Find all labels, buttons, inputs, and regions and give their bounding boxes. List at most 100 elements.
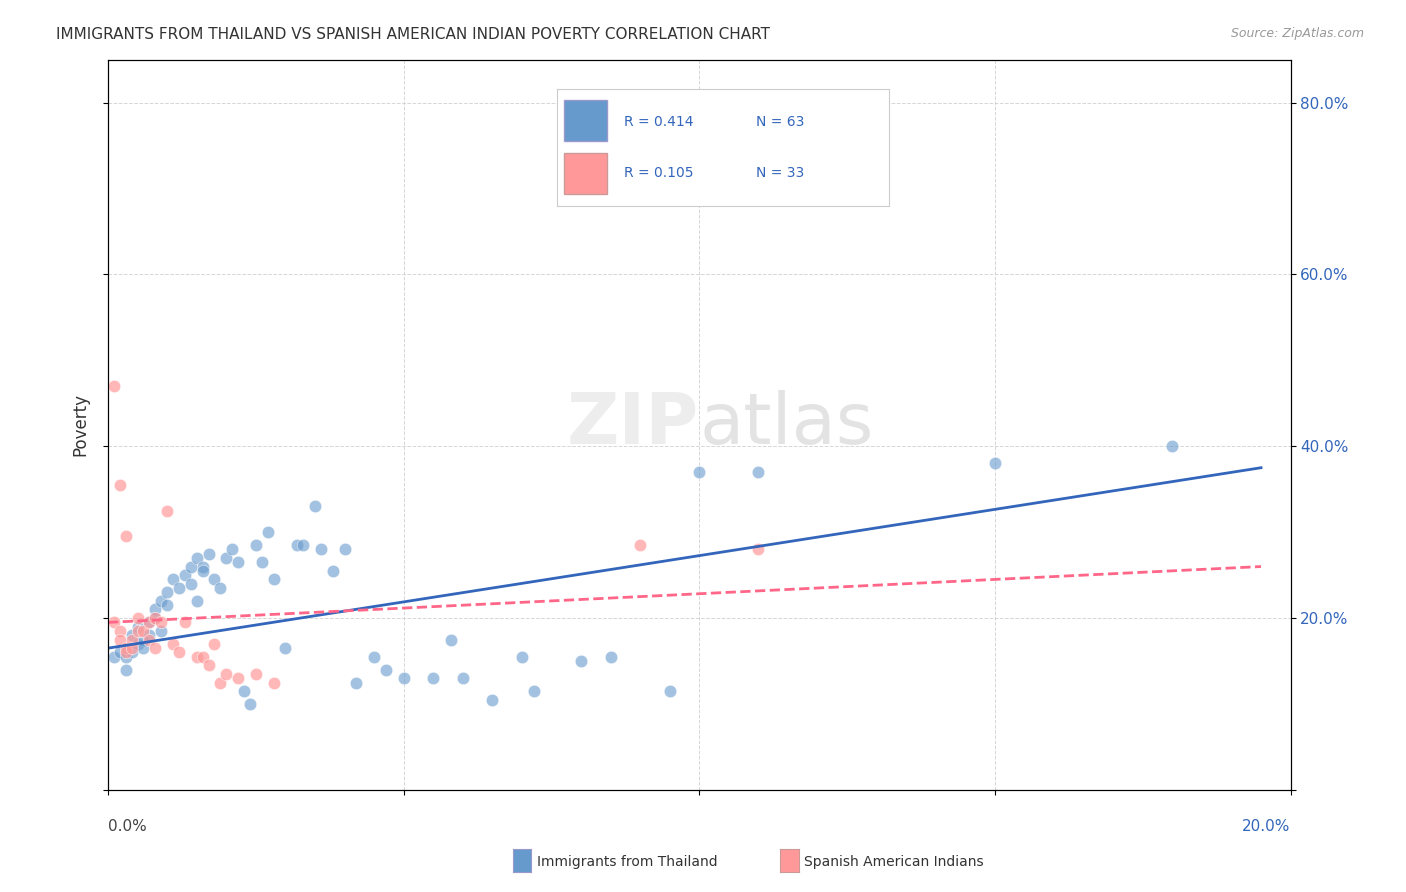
Text: 20.0%: 20.0%	[1243, 819, 1291, 834]
Point	[197, 547, 219, 561]
Point	[143, 611, 166, 625]
Point	[569, 654, 592, 668]
Point	[658, 684, 681, 698]
Point	[250, 555, 273, 569]
Point	[1161, 439, 1184, 453]
Point	[209, 581, 232, 595]
Point	[322, 564, 344, 578]
Point	[156, 504, 179, 518]
Point	[191, 649, 214, 664]
Point	[108, 632, 131, 647]
Point	[127, 620, 149, 634]
Point	[233, 684, 256, 698]
Point	[162, 637, 184, 651]
Point	[132, 632, 155, 647]
Point	[422, 671, 444, 685]
Point	[150, 594, 173, 608]
Point	[747, 465, 769, 479]
Point	[984, 457, 1007, 471]
Point	[127, 611, 149, 625]
Point	[333, 542, 356, 557]
Point	[374, 663, 396, 677]
Point	[180, 559, 202, 574]
Point	[103, 615, 125, 630]
Text: ZIP: ZIP	[567, 391, 699, 459]
Point	[523, 684, 546, 698]
Point	[103, 649, 125, 664]
Point	[186, 649, 208, 664]
Point	[209, 675, 232, 690]
Point	[121, 632, 143, 647]
Point	[204, 637, 226, 651]
Point	[180, 576, 202, 591]
Point	[688, 465, 710, 479]
Text: 0.0%: 0.0%	[108, 819, 146, 834]
Point	[510, 649, 533, 664]
Point	[121, 628, 143, 642]
Point	[186, 594, 208, 608]
Point	[167, 581, 190, 595]
Text: Immigrants from Thailand: Immigrants from Thailand	[537, 855, 717, 869]
Point	[245, 667, 267, 681]
Point	[138, 632, 160, 647]
Point	[150, 615, 173, 630]
Point	[245, 538, 267, 552]
Point	[143, 641, 166, 656]
Point	[114, 645, 136, 659]
Point	[150, 624, 173, 638]
Point	[363, 649, 385, 664]
Point	[173, 568, 195, 582]
Point	[143, 602, 166, 616]
Point	[309, 542, 332, 557]
Point	[156, 598, 179, 612]
Point	[138, 628, 160, 642]
Point	[114, 641, 136, 656]
Point	[167, 645, 190, 659]
Point	[108, 478, 131, 492]
Point	[599, 649, 621, 664]
Point	[221, 542, 243, 557]
Point	[226, 555, 249, 569]
Point	[114, 663, 136, 677]
Point	[481, 692, 503, 706]
Point	[138, 615, 160, 630]
Point	[127, 637, 149, 651]
Point	[451, 671, 474, 685]
Point	[121, 645, 143, 659]
Text: IMMIGRANTS FROM THAILAND VS SPANISH AMERICAN INDIAN POVERTY CORRELATION CHART: IMMIGRANTS FROM THAILAND VS SPANISH AMER…	[56, 27, 770, 42]
Point	[114, 529, 136, 543]
Text: atlas: atlas	[699, 391, 873, 459]
Point	[285, 538, 308, 552]
Point	[162, 573, 184, 587]
Point	[103, 379, 125, 393]
Point	[121, 641, 143, 656]
Point	[186, 550, 208, 565]
Point	[274, 641, 297, 656]
Point	[156, 585, 179, 599]
Point	[143, 611, 166, 625]
Point	[204, 573, 226, 587]
Point	[108, 645, 131, 659]
Point	[263, 675, 285, 690]
Point	[263, 573, 285, 587]
Point	[132, 624, 155, 638]
Point	[127, 624, 149, 638]
Point	[776, 181, 799, 195]
Point	[440, 632, 463, 647]
Point	[215, 550, 238, 565]
Point	[344, 675, 367, 690]
Point	[292, 538, 315, 552]
Point	[132, 641, 155, 656]
Point	[215, 667, 238, 681]
Point	[239, 697, 262, 711]
Point	[747, 542, 769, 557]
Point	[114, 649, 136, 664]
Point	[138, 615, 160, 630]
Point	[197, 658, 219, 673]
Text: Spanish American Indians: Spanish American Indians	[804, 855, 984, 869]
Point	[304, 500, 326, 514]
Text: Source: ZipAtlas.com: Source: ZipAtlas.com	[1230, 27, 1364, 40]
Point	[108, 624, 131, 638]
Point	[173, 615, 195, 630]
Point	[256, 525, 278, 540]
